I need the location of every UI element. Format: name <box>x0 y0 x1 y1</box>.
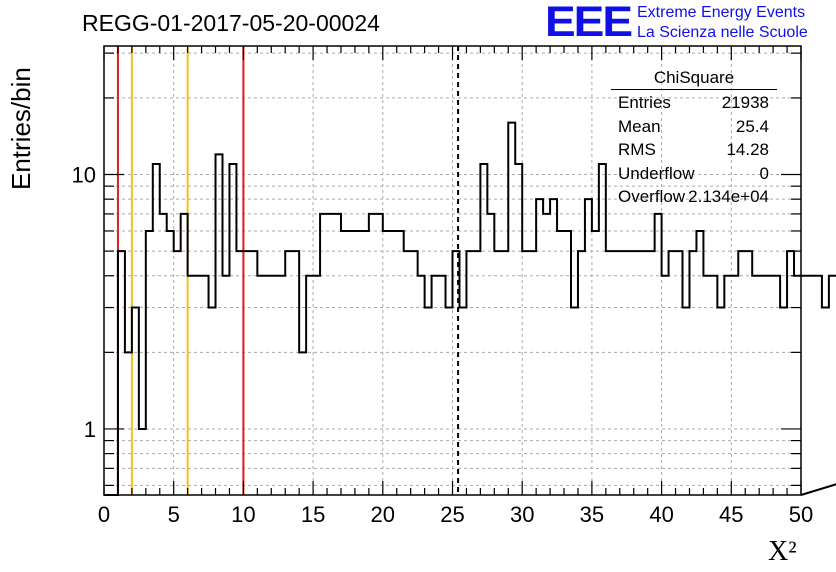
stats-box: ChiSquare Entries 21938 Mean 25.4 RMS 14.28… <box>611 67 777 209</box>
stats-value: 25.4 <box>735 116 769 136</box>
x-tick-label: 35 <box>580 502 604 527</box>
x-tick-label: 30 <box>510 502 534 527</box>
x-tick-label: 5 <box>168 502 180 527</box>
stats-key: Overflow <box>618 187 686 206</box>
stats-row-rms: RMS 14.28 <box>611 138 777 162</box>
stats-value: 0 <box>759 163 769 183</box>
x-tick-label: 20 <box>371 502 395 527</box>
chart-title: REGG-01-2017-05-20-00024 <box>82 10 380 36</box>
stats-row-entries: Entries 21938 <box>611 91 777 115</box>
y-axis-label-wrapper: Entries/bin <box>6 67 36 220</box>
x-tick-label: 40 <box>649 502 673 527</box>
x-tick-label: 0 <box>98 502 110 527</box>
y-tick-label: 10 <box>72 163 96 188</box>
reference-lines <box>116 46 460 495</box>
axis-tick-labels: 0 5 10 15 20 25 30 35 40 45 50 1 10 <box>72 163 814 527</box>
stats-key: Entries <box>618 93 671 112</box>
y-tick-label: 1 <box>84 417 96 442</box>
x-tick-label: 50 <box>789 502 813 527</box>
eee-logo-mark: EEE <box>545 0 633 46</box>
stats-value: 21938 <box>721 93 769 112</box>
histogram-outline <box>104 121 836 496</box>
stats-key: Mean <box>618 116 661 136</box>
x-tick-label: 15 <box>301 502 325 527</box>
logo-text-line1: Extreme Energy Events <box>637 4 806 21</box>
x-tick-label: 25 <box>440 502 464 527</box>
y-axis-label: Entries/bin <box>6 67 36 190</box>
stats-key: Underflow <box>618 163 695 183</box>
stats-title: ChiSquare <box>611 67 777 90</box>
stats-row-overflow: Overflow 2.134e+04 <box>611 185 777 209</box>
x-tick-label: 10 <box>231 502 255 527</box>
stats-row-underflow: Underflow 0 <box>611 162 777 186</box>
grid-lines <box>104 46 801 495</box>
x-tick-label: 45 <box>719 502 743 527</box>
axis-ticks <box>103 46 802 495</box>
logo-text-line2: La Scienza nelle Scuole <box>637 24 808 41</box>
stats-value: 2.134e+04 <box>688 187 769 206</box>
x-axis-label: X² <box>768 536 797 567</box>
stats-value: 14.28 <box>726 140 769 159</box>
stats-key: RMS <box>618 140 656 159</box>
stats-row-mean: Mean 25.4 <box>611 115 777 139</box>
